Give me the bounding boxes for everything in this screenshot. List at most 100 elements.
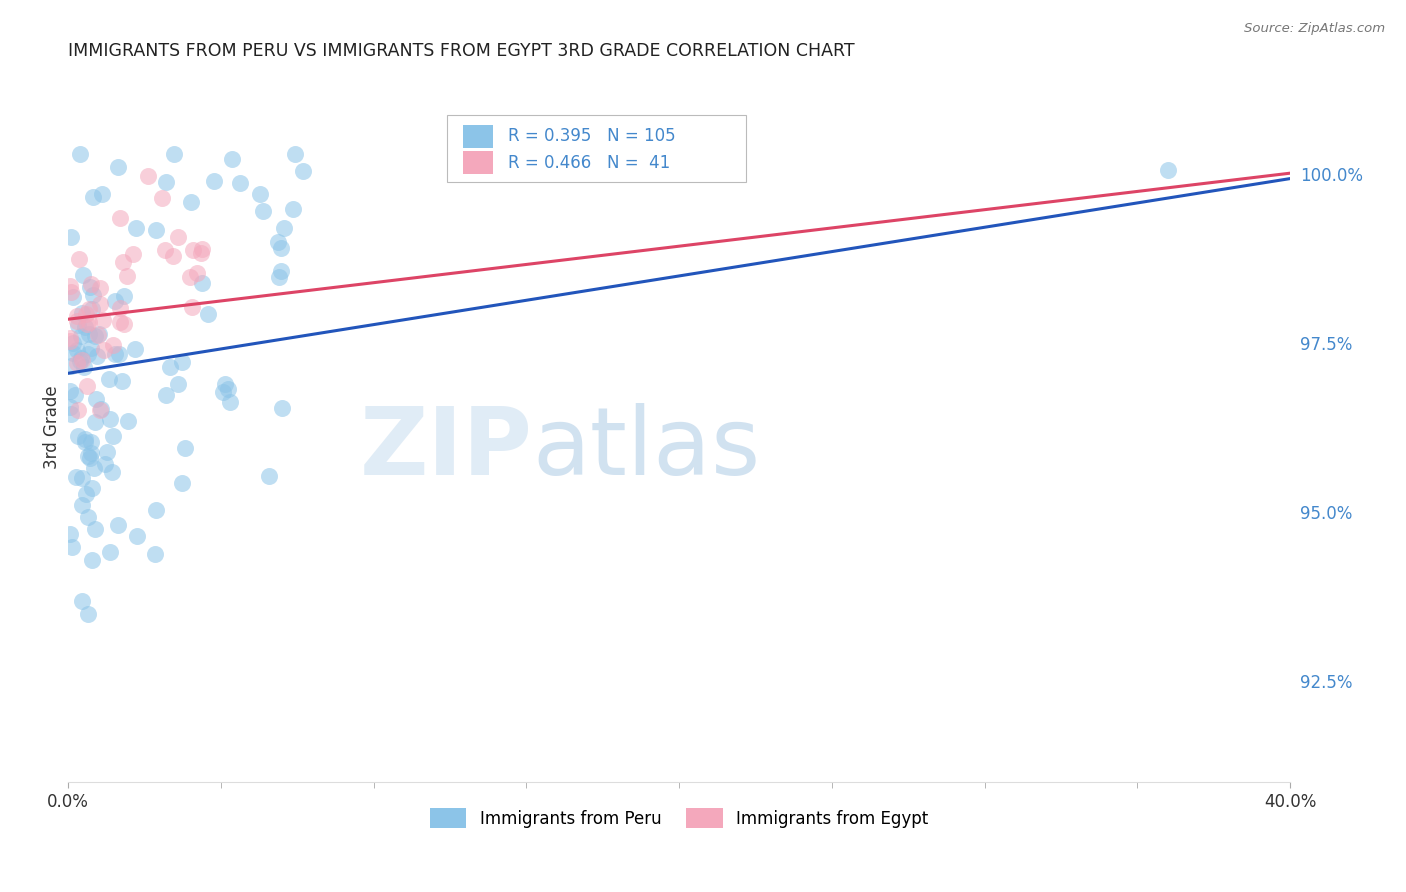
Point xyxy=(228,177,250,191)
Point xyxy=(86,392,108,406)
Point xyxy=(104,294,127,309)
Point xyxy=(66,309,89,323)
Point xyxy=(163,146,186,161)
Point xyxy=(217,382,239,396)
Point xyxy=(62,346,84,360)
Point xyxy=(292,164,315,178)
Point xyxy=(271,401,294,416)
Point xyxy=(58,384,80,399)
Point xyxy=(65,356,87,370)
Point xyxy=(72,268,94,282)
Point xyxy=(96,444,118,458)
Point xyxy=(70,353,93,368)
Point xyxy=(167,377,190,392)
Point xyxy=(172,354,194,368)
Point xyxy=(84,328,107,343)
Point xyxy=(76,510,98,524)
Point xyxy=(107,161,129,175)
Point xyxy=(98,412,121,426)
Point xyxy=(155,388,177,402)
Point xyxy=(180,194,202,209)
Point xyxy=(80,434,103,449)
Point xyxy=(108,211,131,225)
Point xyxy=(107,517,129,532)
Point xyxy=(67,252,90,266)
Point xyxy=(124,342,146,356)
Point xyxy=(77,301,100,316)
Point xyxy=(77,607,100,622)
Point xyxy=(82,288,104,302)
Point xyxy=(77,347,100,361)
Point xyxy=(76,317,98,331)
Point xyxy=(59,400,82,414)
Point xyxy=(214,376,236,391)
Point xyxy=(69,351,91,365)
Point xyxy=(108,301,131,315)
Point xyxy=(67,403,90,417)
Point xyxy=(283,202,305,217)
Point xyxy=(124,221,146,235)
Point xyxy=(89,297,111,311)
Point xyxy=(111,374,134,388)
FancyBboxPatch shape xyxy=(447,115,747,183)
Point xyxy=(97,372,120,386)
Point xyxy=(82,190,104,204)
Point xyxy=(112,255,135,269)
Point xyxy=(58,331,80,345)
Point xyxy=(91,313,114,327)
Point xyxy=(150,192,173,206)
Point xyxy=(60,540,83,554)
Point xyxy=(112,289,135,303)
Point xyxy=(89,403,111,417)
Point xyxy=(273,221,295,235)
Point xyxy=(59,285,82,299)
Point xyxy=(66,313,89,327)
Point xyxy=(79,451,101,466)
Point xyxy=(86,349,108,363)
Y-axis label: 3rd Grade: 3rd Grade xyxy=(44,385,60,469)
Point xyxy=(155,175,177,189)
Point xyxy=(79,280,101,294)
Point xyxy=(145,223,167,237)
Point xyxy=(112,317,135,331)
Point xyxy=(167,229,190,244)
Point xyxy=(136,169,159,183)
Point xyxy=(70,594,93,608)
Point xyxy=(76,449,98,463)
Point xyxy=(66,343,89,357)
Point xyxy=(219,394,242,409)
Point xyxy=(181,243,204,257)
Point xyxy=(69,146,91,161)
Point xyxy=(122,247,145,261)
Point xyxy=(191,276,214,290)
Point xyxy=(65,388,87,402)
Point xyxy=(84,522,107,536)
Point xyxy=(270,241,292,255)
Point xyxy=(1157,163,1180,178)
Text: R = 0.395   N = 105: R = 0.395 N = 105 xyxy=(508,128,676,145)
Point xyxy=(212,385,235,400)
Point xyxy=(72,471,94,485)
Point xyxy=(104,347,127,361)
Point xyxy=(93,343,115,357)
Point xyxy=(80,301,103,316)
Point xyxy=(70,306,93,320)
Point xyxy=(75,487,97,501)
Point xyxy=(181,300,204,314)
Point xyxy=(259,469,281,483)
Point xyxy=(79,445,101,459)
Point xyxy=(59,230,82,244)
Point xyxy=(252,204,274,219)
Point xyxy=(79,277,101,291)
Point xyxy=(172,476,194,491)
Point xyxy=(143,547,166,561)
Text: IMMIGRANTS FROM PERU VS IMMIGRANTS FROM EGYPT 3RD GRADE CORRELATION CHART: IMMIGRANTS FROM PERU VS IMMIGRANTS FROM … xyxy=(67,42,855,60)
Point xyxy=(82,553,104,567)
Point xyxy=(66,428,89,442)
Point xyxy=(58,527,80,541)
Point xyxy=(98,545,121,559)
Point xyxy=(153,243,176,257)
Point xyxy=(117,414,139,428)
Point xyxy=(69,354,91,368)
Point xyxy=(70,328,93,343)
